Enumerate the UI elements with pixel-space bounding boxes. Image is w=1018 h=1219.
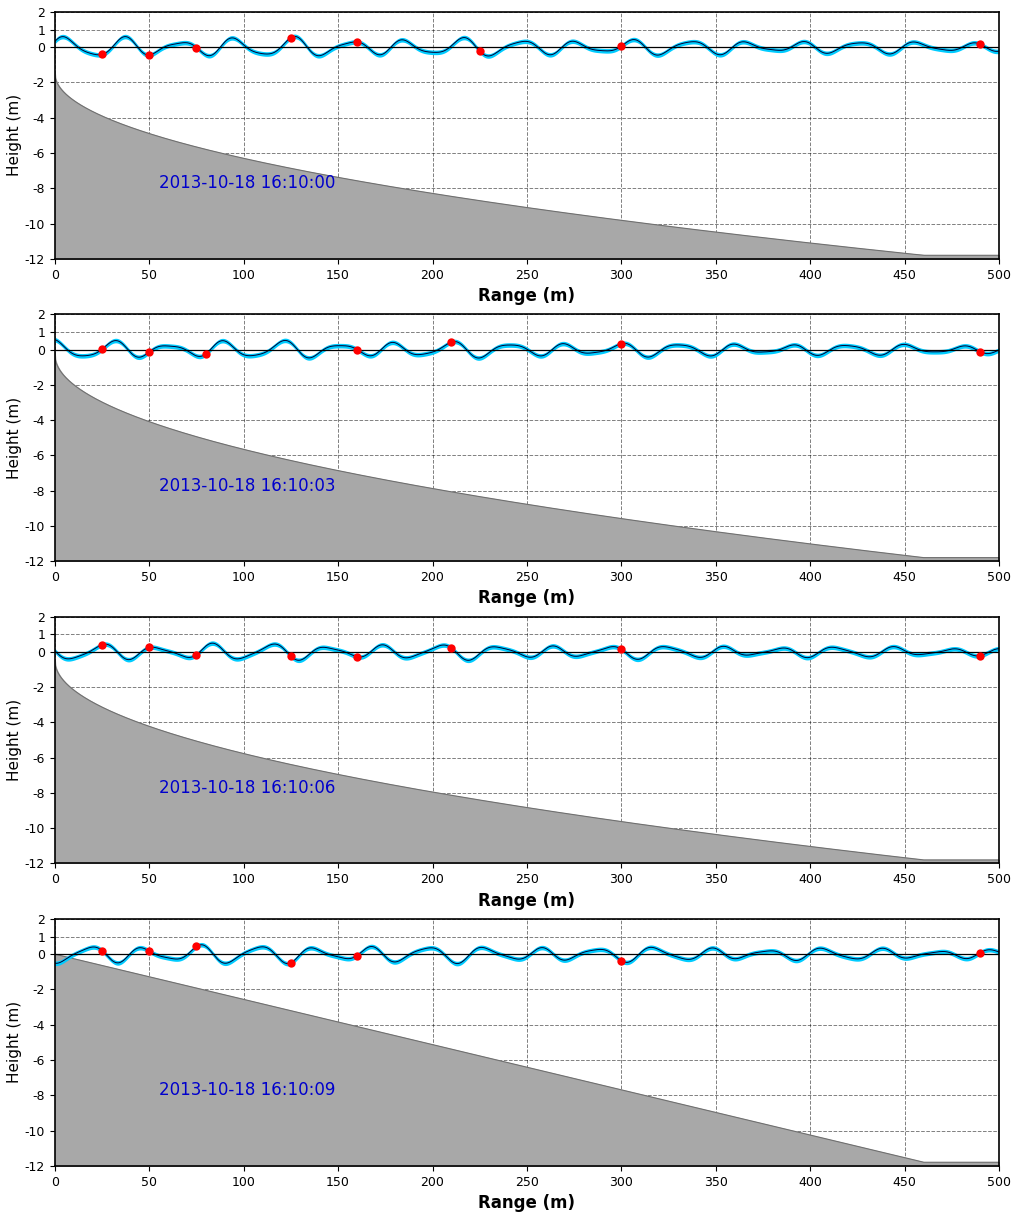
Y-axis label: Height (m): Height (m) (7, 94, 22, 177)
X-axis label: Range (m): Range (m) (478, 1195, 575, 1212)
X-axis label: Range (m): Range (m) (478, 590, 575, 607)
Y-axis label: Height (m): Height (m) (7, 396, 22, 479)
X-axis label: Range (m): Range (m) (478, 288, 575, 305)
Text: 2013-10-18 16:10:03: 2013-10-18 16:10:03 (159, 477, 335, 495)
Y-axis label: Height (m): Height (m) (7, 1001, 22, 1084)
Text: 2013-10-18 16:10:09: 2013-10-18 16:10:09 (159, 1081, 335, 1100)
Text: 2013-10-18 16:10:00: 2013-10-18 16:10:00 (159, 174, 335, 193)
Text: 2013-10-18 16:10:06: 2013-10-18 16:10:06 (159, 779, 335, 797)
X-axis label: Range (m): Range (m) (478, 892, 575, 909)
Y-axis label: Height (m): Height (m) (7, 698, 22, 781)
